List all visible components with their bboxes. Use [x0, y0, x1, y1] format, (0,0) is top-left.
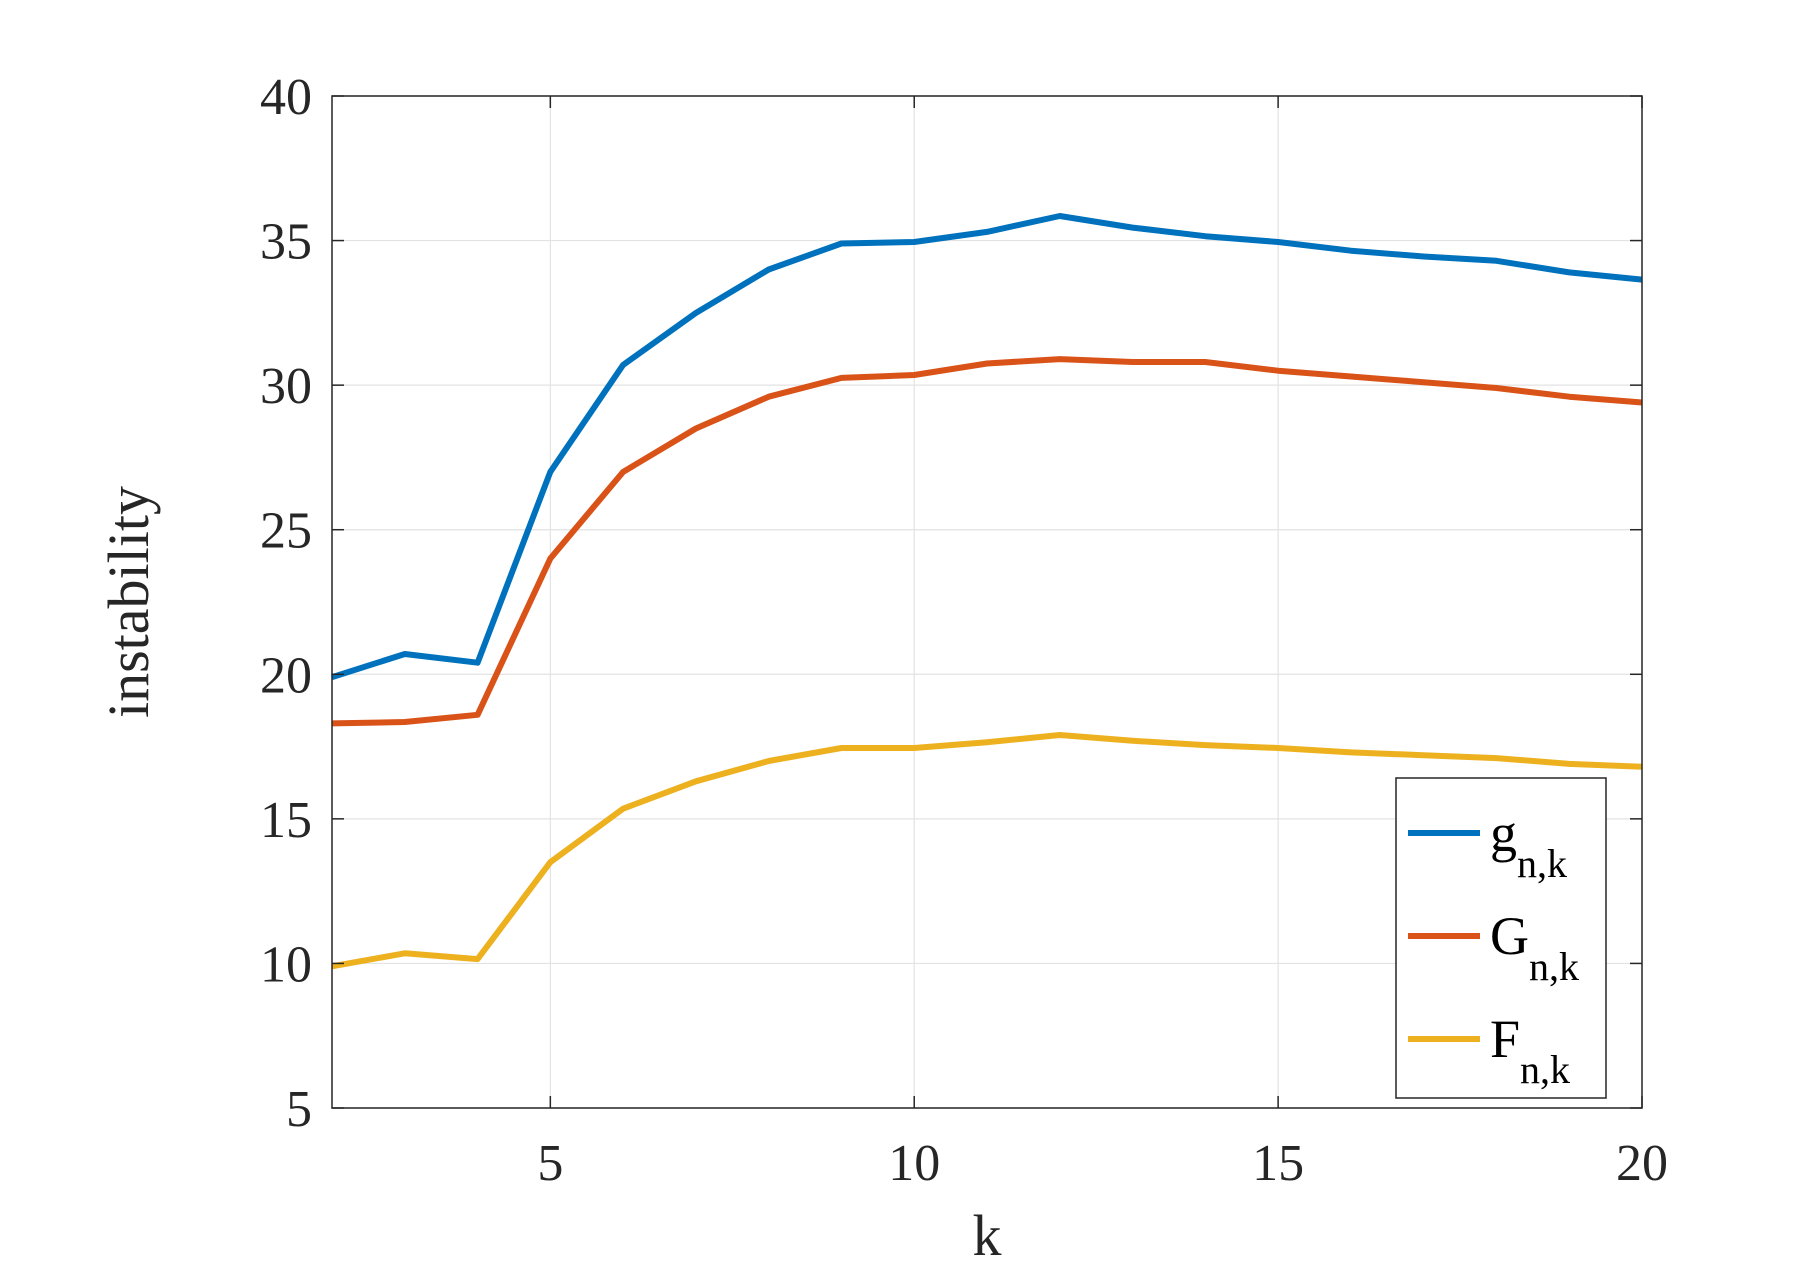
y-tick-label: 10 — [260, 936, 312, 993]
x-axis-label: k — [973, 1203, 1002, 1268]
legend-entry: Gn,k — [1490, 906, 1579, 989]
legend-entry-name: G — [1490, 906, 1529, 966]
x-tick-label: 5 — [537, 1135, 563, 1192]
x-tick-label: 15 — [1252, 1135, 1304, 1192]
x-tick-label: 10 — [888, 1135, 940, 1192]
legend-entry: gn,k — [1490, 803, 1567, 886]
legend: gn,kGn,kFn,k — [1395, 777, 1607, 1099]
series-line-F-2 — [331, 732, 1643, 970]
y-axis-label: instability — [96, 486, 161, 718]
legend-entry-name: g — [1490, 803, 1517, 863]
y-tick-label: 15 — [260, 792, 312, 849]
legend-entry: Fn,k — [1490, 1009, 1570, 1092]
x-tick-label: 20 — [1616, 1135, 1668, 1192]
legend-entry-subscript: n,k — [1529, 944, 1579, 989]
y-tick-label: 25 — [260, 503, 312, 560]
legend-entry-name: F — [1490, 1009, 1520, 1069]
legend-entry-subscript: n,k — [1517, 841, 1567, 886]
series-line-g-0 — [331, 213, 1643, 681]
series-line-G-1 — [331, 356, 1643, 727]
legend-entry-subscript: n,k — [1520, 1047, 1570, 1092]
y-tick-label: 5 — [286, 1081, 312, 1138]
y-tick-label: 40 — [260, 69, 312, 126]
plot-frame — [331, 95, 1643, 1109]
y-tick-label: 35 — [260, 214, 312, 271]
axis-ticks: 5 10 15 20 5 10 15 20 25 30 35 40 — [260, 69, 1668, 1192]
series-lines — [331, 213, 1643, 970]
y-tick-label: 20 — [260, 647, 312, 704]
y-tick-label: 30 — [260, 358, 312, 415]
